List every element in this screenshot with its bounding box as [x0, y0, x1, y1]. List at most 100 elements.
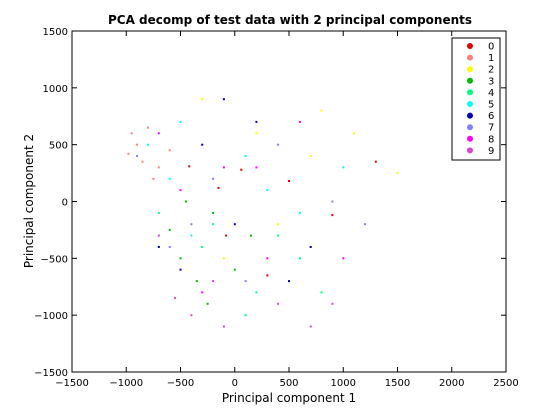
data-point-digit-0	[240, 168, 243, 171]
data-point-digit-4	[157, 211, 160, 214]
y-tick-label: 1000	[43, 84, 68, 95]
data-point-digit-1	[152, 177, 155, 180]
legend-label-5: 5	[488, 100, 494, 111]
data-point-digit-7	[244, 280, 247, 283]
x-tick-label: −500	[167, 378, 194, 389]
data-point-digit-4	[277, 234, 280, 237]
legend-label-1: 1	[488, 53, 494, 64]
data-point-digit-6	[222, 98, 225, 101]
data-point-digit-2	[396, 172, 399, 175]
data-point-digit-1	[141, 160, 144, 163]
legend-marker-6	[467, 112, 473, 119]
x-axis-label: Principal component 1	[222, 391, 356, 405]
data-point-digit-6	[233, 223, 236, 226]
data-point-digit-2	[353, 132, 356, 135]
data-point-digit-8	[255, 166, 258, 169]
legend-label-2: 2	[488, 65, 494, 76]
y-tick-label: −500	[41, 254, 68, 265]
data-point-digit-5	[179, 120, 182, 123]
data-point-digit-5	[342, 166, 345, 169]
data-point-digit-8	[298, 120, 301, 123]
data-point-digit-5	[266, 189, 269, 192]
x-tick-label: 500	[279, 378, 298, 389]
data-point-digit-9	[190, 314, 193, 317]
legend-label-8: 8	[488, 134, 494, 145]
data-point-digit-6	[309, 246, 312, 248]
x-tick-label: 0	[232, 378, 238, 389]
data-point-digit-0	[217, 186, 220, 189]
data-point-digit-9	[277, 302, 280, 305]
data-point-digit-0	[188, 165, 191, 168]
data-point-digit-8	[342, 257, 345, 260]
data-point-digit-1	[146, 126, 149, 129]
data-point-digit-8	[266, 257, 269, 260]
data-point-digit-7	[136, 155, 139, 157]
data-point-digit-9	[212, 280, 215, 283]
legend-box	[451, 37, 501, 161]
y-tick-label: −1000	[34, 311, 68, 322]
x-tick-label: 2000	[439, 378, 464, 389]
data-point-digit-7	[190, 223, 193, 226]
data-point-digit-6	[255, 120, 258, 123]
data-point-digit-8	[201, 291, 204, 294]
data-point-digit-0	[374, 160, 377, 163]
data-point-digit-7	[212, 177, 215, 180]
legend-label-6: 6	[488, 111, 494, 122]
legend-marker-0	[467, 43, 473, 49]
legend-marker-4	[467, 89, 473, 96]
data-point-digit-4	[244, 314, 247, 317]
legend-label-7: 7	[488, 123, 494, 134]
chart-title: PCA decomp of test data with 2 principal…	[108, 13, 472, 27]
data-point-digit-9	[331, 302, 334, 305]
data-point-digit-7	[331, 200, 334, 203]
data-point-digit-6	[157, 246, 160, 248]
data-point-digit-6	[288, 280, 290, 283]
legend-marker-9	[467, 147, 473, 154]
data-point-digit-3	[184, 200, 187, 203]
legend-marker-5	[467, 101, 473, 107]
data-point-digit-0	[225, 234, 228, 237]
legend-marker-2	[467, 66, 473, 73]
data-point-digit-2	[255, 132, 258, 135]
data-point-digit-4	[201, 246, 204, 248]
data-point-digit-3	[206, 302, 209, 305]
x-tick-label: −1000	[109, 378, 143, 389]
data-point-digit-2	[320, 109, 323, 112]
data-point-digit-4	[255, 291, 258, 294]
data-point-digit-9	[309, 325, 312, 328]
points-layer	[127, 98, 399, 328]
data-point-digit-4	[320, 291, 323, 294]
data-point-digit-2	[277, 223, 280, 226]
data-point-digit-2	[222, 257, 225, 260]
data-point-digit-1	[157, 166, 160, 169]
data-point-digit-9	[222, 325, 225, 328]
plot-area	[71, 30, 507, 373]
data-point-digit-1	[130, 132, 133, 135]
y-tick-label: 0	[62, 198, 68, 209]
data-point-digit-3	[250, 234, 252, 237]
y-tick-label: 500	[49, 141, 68, 152]
data-point-digit-5	[298, 211, 301, 214]
data-point-digit-1	[168, 149, 171, 152]
data-point-digit-0	[331, 214, 334, 217]
legend-label-4: 4	[488, 88, 494, 99]
legend-marker-3	[467, 77, 473, 84]
data-point-digit-3	[212, 211, 215, 214]
data-point-digit-1	[127, 152, 130, 155]
data-point-digit-5	[190, 234, 193, 237]
legend-marker-8	[467, 135, 473, 142]
x-tick-label: 2500	[493, 378, 518, 389]
data-point-digit-1	[136, 143, 139, 146]
x-tick-label: −1500	[55, 378, 89, 389]
data-point-digit-4	[298, 257, 301, 260]
data-point-digit-0	[288, 180, 290, 182]
legend-label-3: 3	[488, 76, 494, 87]
data-point-digit-6	[179, 268, 182, 271]
data-point-digit-5	[168, 177, 171, 180]
data-point-digit-3	[233, 268, 236, 271]
data-point-digit-2	[309, 155, 312, 157]
data-point-digit-8	[179, 189, 182, 192]
